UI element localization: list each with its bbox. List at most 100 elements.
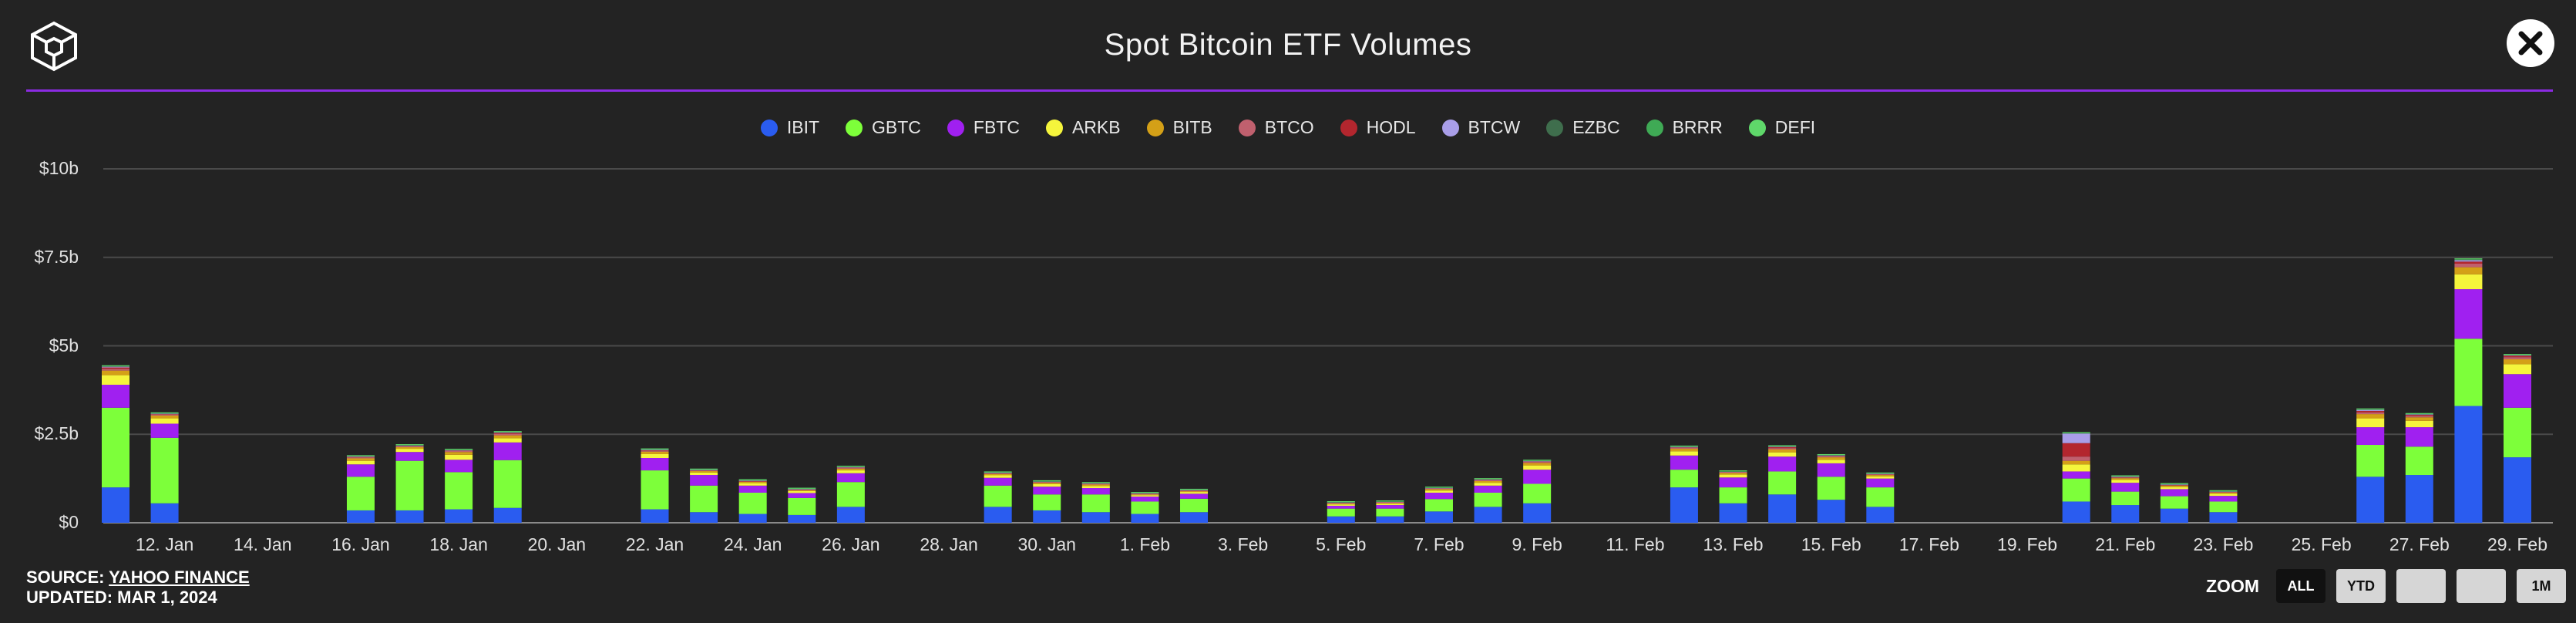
bar-segment-defi[interactable] — [346, 455, 375, 456]
bar-segment-gbtc[interactable] — [1719, 487, 1747, 503]
bar-segment-fbtc[interactable] — [1327, 505, 1355, 509]
bar-segment-fbtc[interactable] — [1474, 485, 1502, 493]
bar-segment-fbtc[interactable] — [2209, 496, 2238, 502]
bar-segment-btco[interactable] — [2405, 416, 2433, 418]
bar-segment-fbtc[interactable] — [1768, 456, 1797, 472]
bar-segment-arkb[interactable] — [395, 449, 424, 453]
bar-segment-ibit[interactable] — [1131, 514, 1159, 523]
bar-segment-bitb[interactable] — [1817, 457, 1845, 460]
bar-segment-ibit[interactable] — [738, 514, 767, 523]
bar-segment-defi[interactable] — [1817, 453, 1845, 455]
legend-item-bitb[interactable]: BITB — [1146, 117, 1212, 138]
bar-segment-arkb[interactable] — [150, 418, 179, 424]
bar-stack[interactable] — [788, 487, 816, 523]
bar-segment-fbtc[interactable] — [1523, 470, 1552, 484]
bar-segment-gbtc[interactable] — [984, 485, 1012, 507]
bar-segment-bitb[interactable] — [836, 468, 865, 471]
bar-segment-fbtc[interactable] — [984, 477, 1012, 486]
bar-segment-fbtc[interactable] — [1180, 493, 1209, 499]
bar-segment-defi[interactable] — [2405, 413, 2433, 414]
bar-segment-ibit[interactable] — [1327, 516, 1355, 523]
bar-segment-btco[interactable] — [395, 446, 424, 447]
bar-segment-btco[interactable] — [2356, 412, 2385, 415]
bar-stack[interactable] — [1376, 500, 1404, 523]
zoom-button-ytd[interactable]: YTD — [2336, 569, 2386, 603]
bar-segment-bitb[interactable] — [1719, 473, 1747, 475]
bar-segment-gbtc[interactable] — [2504, 407, 2531, 458]
bar-segment-bitb[interactable] — [445, 452, 473, 455]
bar-segment-hodl[interactable] — [2062, 443, 2090, 457]
bar-segment-arkb[interactable] — [1670, 451, 1698, 456]
bar-segment-gbtc[interactable] — [2160, 496, 2188, 509]
bar-segment-gbtc[interactable] — [1768, 471, 1797, 495]
bar-segment-ibit[interactable] — [2062, 501, 2090, 523]
bar-segment-bitb[interactable] — [2504, 359, 2531, 365]
bar-segment-btco[interactable] — [102, 369, 129, 371]
bar-segment-defi[interactable] — [1081, 482, 1110, 483]
bar-stack[interactable] — [1719, 470, 1747, 523]
bar-segment-fbtc[interactable] — [2405, 427, 2433, 447]
bar-segment-defi[interactable] — [1180, 488, 1209, 490]
bar-stack[interactable] — [836, 466, 865, 523]
bar-segment-hodl[interactable] — [1768, 446, 1797, 449]
legend-item-brrr[interactable]: BRRR — [1646, 117, 1723, 138]
bar-segment-bitb[interactable] — [1866, 475, 1895, 477]
bar-segment-gbtc[interactable] — [1424, 499, 1453, 512]
bar-segment-arkb[interactable] — [1033, 483, 1061, 487]
bar-segment-fbtc[interactable] — [1081, 488, 1110, 495]
bar-segment-bitb[interactable] — [690, 470, 718, 473]
bar-segment-ibit[interactable] — [2160, 508, 2188, 523]
bar-segment-fbtc[interactable] — [1670, 455, 1698, 470]
bar-segment-arkb[interactable] — [641, 453, 669, 459]
bar-segment-defi[interactable] — [788, 487, 816, 489]
bar-segment-gbtc[interactable] — [1033, 494, 1061, 510]
bar-segment-gbtc[interactable] — [2111, 491, 2140, 506]
bar-segment-ibit[interactable] — [493, 507, 522, 523]
bar-segment-btco[interactable] — [2062, 456, 2090, 461]
bar-segment-arkb[interactable] — [2405, 420, 2433, 428]
bar-segment-ibit[interactable] — [1523, 503, 1552, 523]
bar-segment-ibit[interactable] — [2504, 457, 2531, 523]
bar-segment-defi[interactable] — [2111, 475, 2140, 477]
bar-segment-ibit[interactable] — [690, 512, 718, 523]
bar-segment-btco[interactable] — [346, 457, 375, 459]
bar-segment-bitb[interactable] — [150, 415, 179, 419]
bar-segment-bitb[interactable] — [1768, 449, 1797, 453]
bar-segment-bitb[interactable] — [1474, 480, 1502, 483]
bar-segment-bitb[interactable] — [2356, 414, 2385, 419]
legend-item-btcw[interactable]: BTCW — [1441, 117, 1520, 138]
bar-segment-gbtc[interactable] — [1376, 508, 1404, 517]
bar-segment-gbtc[interactable] — [690, 485, 718, 513]
bar-segment-defi[interactable] — [395, 444, 424, 446]
bar-segment-bitb[interactable] — [1523, 463, 1552, 466]
bar-segment-gbtc[interactable] — [2062, 478, 2090, 502]
bar-segment-defi[interactable] — [1768, 445, 1797, 446]
bar-segment-defi[interactable] — [2209, 490, 2238, 491]
bar-segment-gbtc[interactable] — [493, 460, 522, 508]
legend-item-defi[interactable]: DEFI — [1748, 117, 1815, 138]
bar-segment-arkb[interactable] — [1424, 490, 1453, 493]
bar-segment-bitb[interactable] — [102, 370, 129, 375]
bar-segment-gbtc[interactable] — [788, 497, 816, 515]
bar-segment-fbtc[interactable] — [445, 460, 473, 473]
bar-segment-fbtc[interactable] — [1131, 497, 1159, 502]
bar-segment-ibit[interactable] — [1376, 516, 1404, 523]
bar-segment-defi[interactable] — [2504, 354, 2531, 355]
bar-segment-gbtc[interactable] — [2454, 338, 2483, 406]
bar-stack[interactable] — [1474, 478, 1502, 523]
bar-segment-btco[interactable] — [445, 450, 473, 453]
bar-stack[interactable] — [2356, 408, 2385, 523]
bar-segment-fbtc[interactable] — [788, 493, 816, 498]
bar-stack[interactable] — [1081, 482, 1110, 523]
bar-segment-hodl[interactable] — [2405, 415, 2433, 416]
bar-segment-fbtc[interactable] — [102, 384, 129, 408]
bar-stack[interactable] — [493, 431, 522, 523]
bar-segment-arkb[interactable] — [1866, 476, 1895, 479]
bar-segment-ibit[interactable] — [2356, 477, 2385, 523]
bar-segment-btco[interactable] — [2111, 477, 2140, 479]
bar-segment-arkb[interactable] — [2454, 274, 2483, 290]
bar-segment-fbtc[interactable] — [2062, 471, 2090, 479]
bar-segment-arkb[interactable] — [346, 460, 375, 465]
bar-segment-bitb[interactable] — [984, 473, 1012, 476]
bar-stack[interactable] — [395, 444, 424, 523]
